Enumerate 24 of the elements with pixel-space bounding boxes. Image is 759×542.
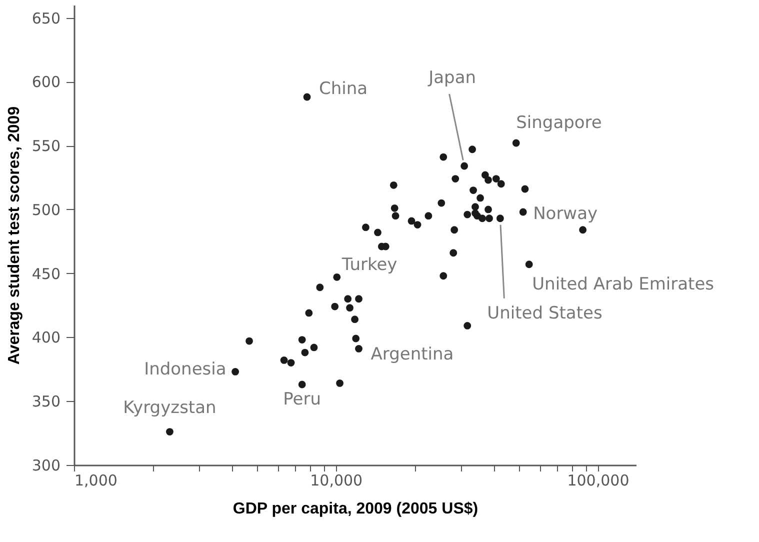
annotation: Singapore: [516, 113, 602, 133]
annotation: Indonesia: [144, 360, 226, 380]
y-tick-label: 350: [32, 392, 60, 411]
annotation: China: [319, 79, 368, 99]
annotation: United States: [487, 303, 602, 324]
y-tick-label: 650: [32, 9, 60, 28]
y-tick-label: 500: [32, 200, 60, 219]
annotation: Japan: [428, 68, 476, 88]
y-axis-title: Average student test scores, 2009: [6, 106, 23, 365]
y-tick-label: 300: [32, 456, 60, 474]
y-tick-label: 450: [32, 264, 60, 283]
x-tick-label: 10,000: [310, 472, 363, 490]
annotation: Peru: [283, 390, 322, 410]
annotation: Kyrgyzstan: [123, 398, 216, 418]
annotation: United Arab Emirates: [532, 274, 714, 294]
x-axis-title: GDP per capita, 2009 (2005 US$): [232, 500, 478, 518]
x-tick-label: 1,000: [74, 472, 118, 490]
x-tick-label: 100,000: [567, 472, 630, 490]
y-tick-label: 600: [32, 73, 60, 92]
y-tick-label: 550: [32, 137, 60, 156]
annotation: Norway: [533, 204, 598, 224]
y-tick-label: 400: [32, 328, 60, 347]
annotation: Turkey: [340, 255, 398, 276]
annotation: Argentina: [370, 344, 454, 365]
